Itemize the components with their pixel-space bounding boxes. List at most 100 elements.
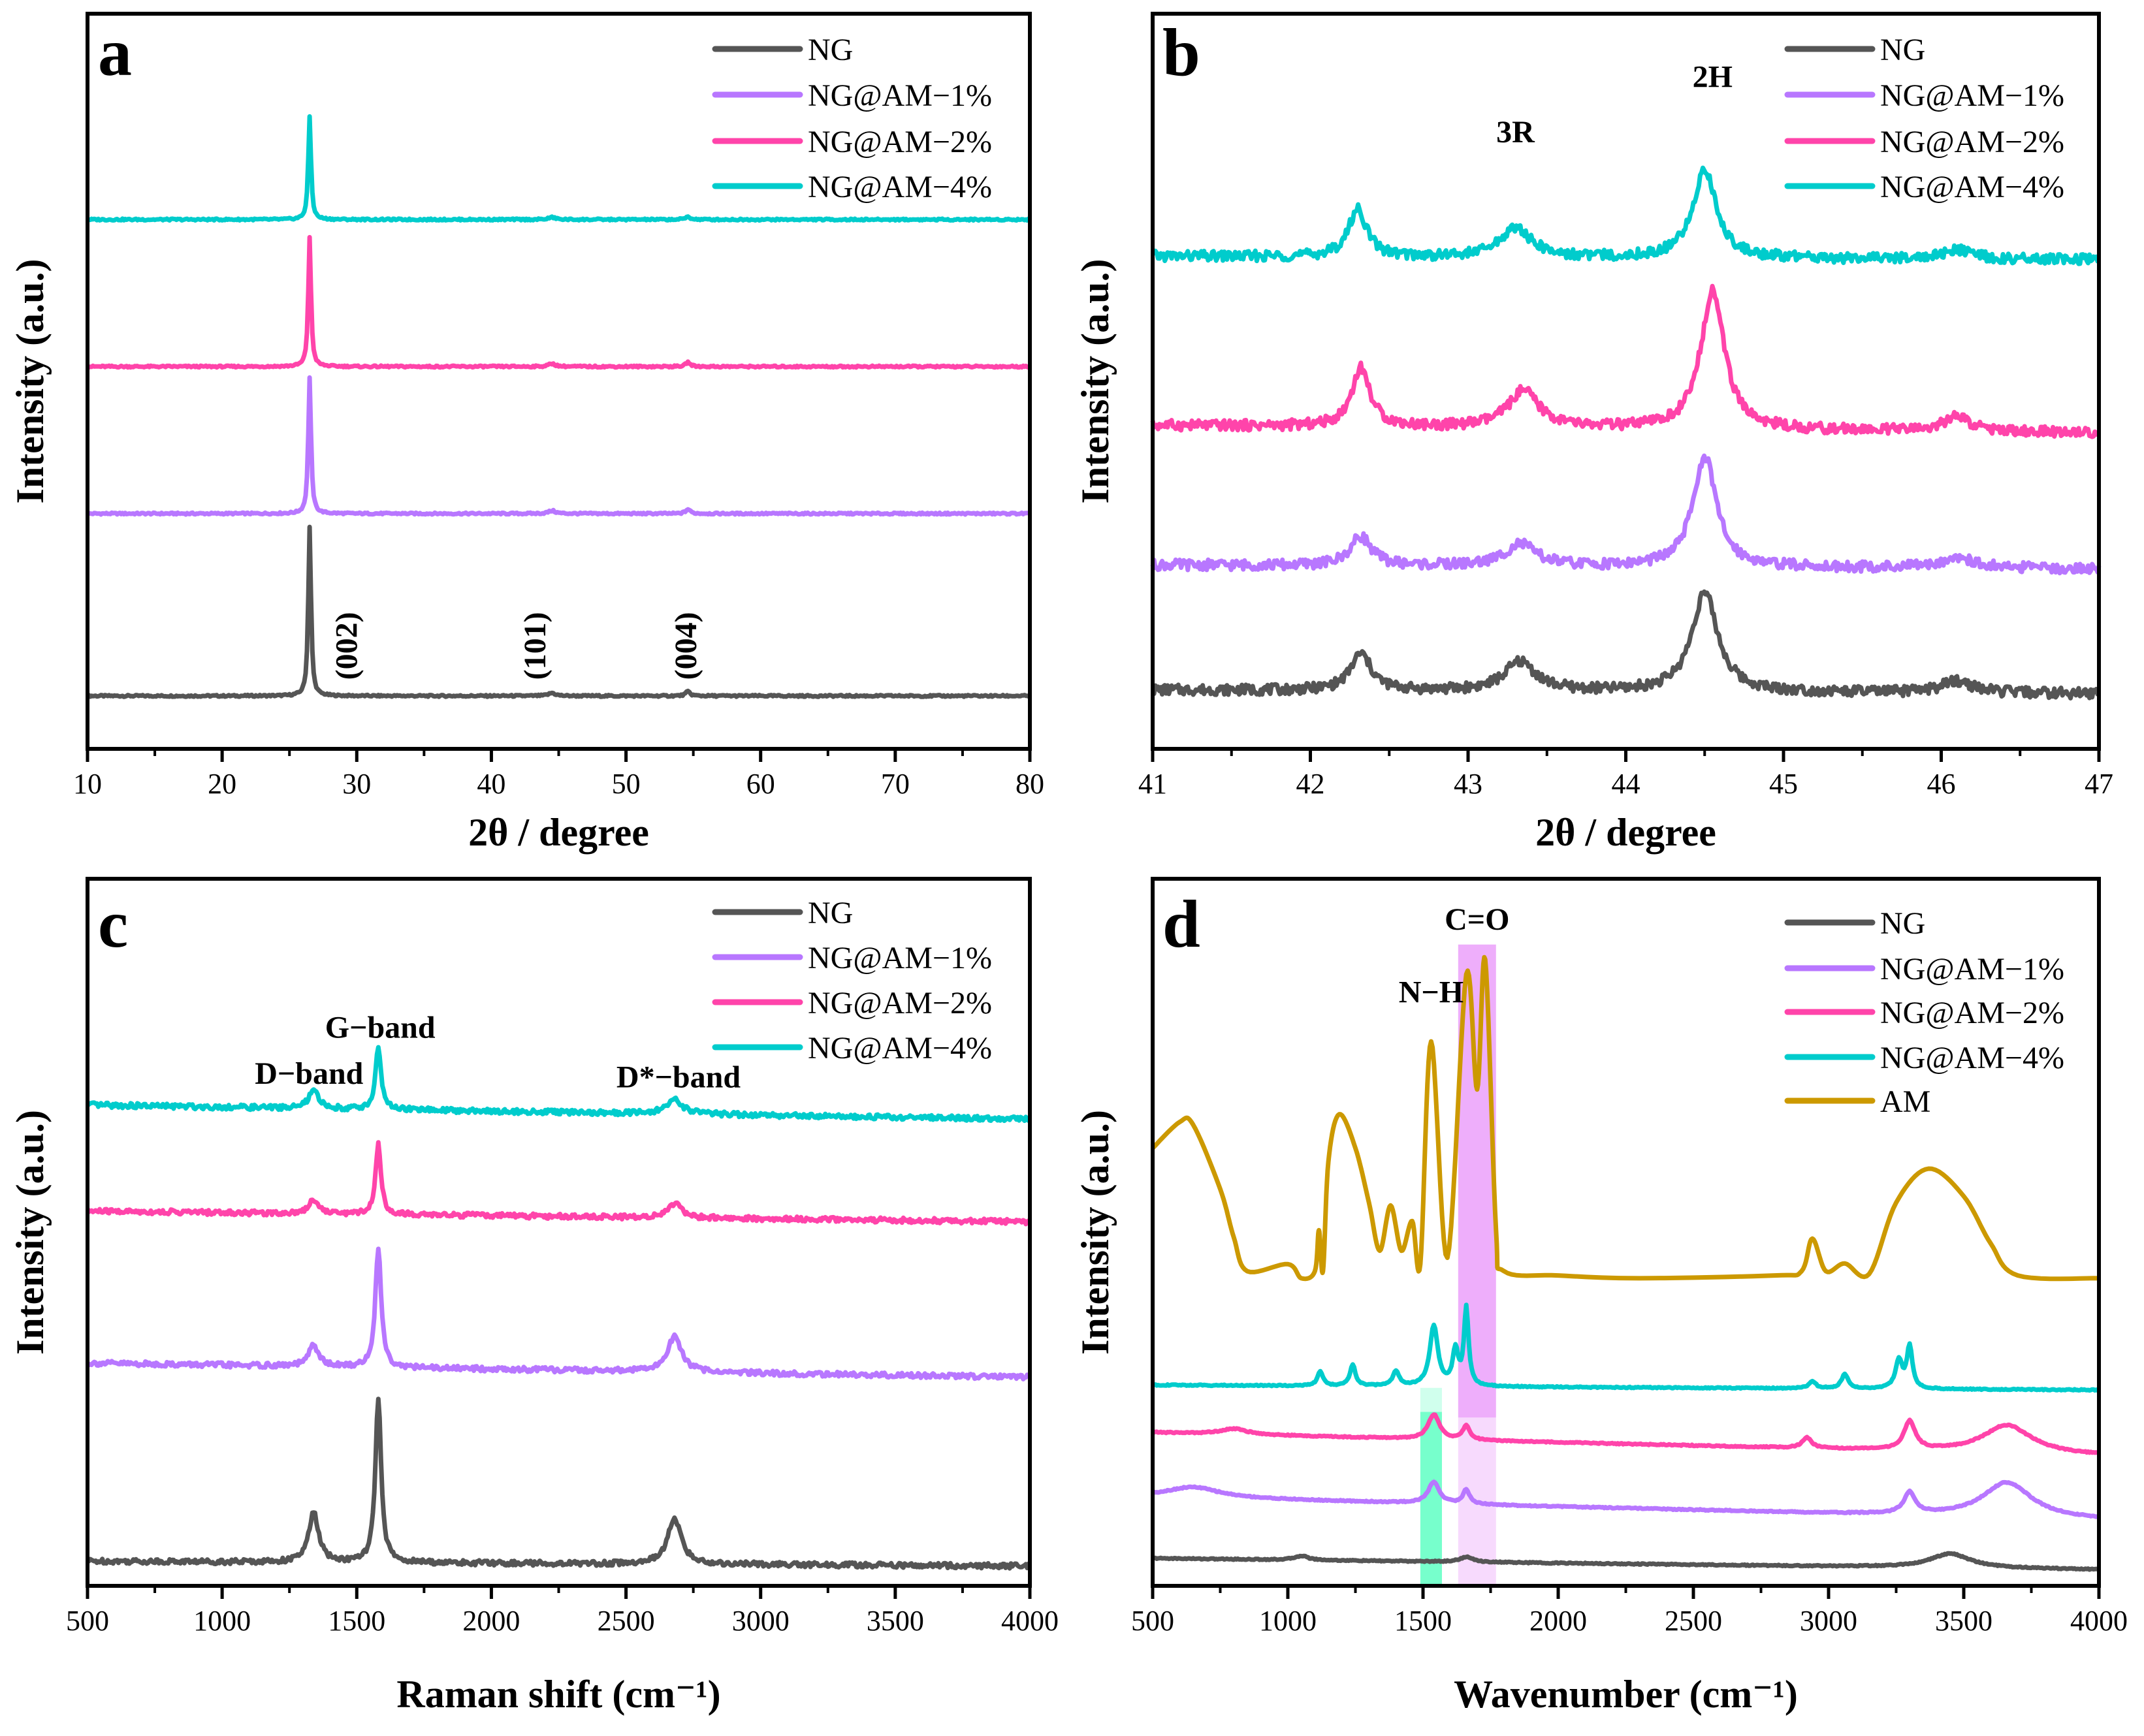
x-tick-label: 30	[342, 768, 371, 800]
legend-label: NG@AM−1%	[808, 78, 992, 113]
annotation-label: (101)	[518, 612, 552, 680]
legend-label: NG@AM−1%	[1880, 78, 2064, 113]
series-line-ngam-4	[1151, 165, 2100, 266]
x-tick-label: 3000	[1800, 1605, 1857, 1637]
series-line-ngam-4	[86, 114, 1032, 223]
series-line-ngam-2	[1150, 283, 2101, 439]
legend-label: AM	[1880, 1084, 1930, 1119]
legend-label: NG	[1880, 33, 1925, 67]
annotation-label: 3R	[1496, 115, 1535, 150]
annotation-label: C=O	[1445, 902, 1509, 937]
x-tick-label: 4000	[1001, 1605, 1059, 1637]
legend-label: NG@AM−2%	[1880, 996, 2064, 1030]
annotation-label: N−H	[1399, 975, 1464, 1010]
legend-label: NG@AM−2%	[1880, 125, 2064, 159]
x-axis-title: 2θ / degree	[468, 811, 649, 854]
x-tick-label: 1000	[193, 1605, 251, 1637]
annotation-label: G−band	[325, 1011, 436, 1045]
series-line-ngam-2	[86, 234, 1031, 370]
x-tick-label: 1500	[328, 1605, 385, 1637]
legend-label: NG@AM−4%	[808, 1031, 992, 1065]
x-axis-title: 2θ / degree	[1535, 811, 1716, 854]
x-tick-label: 1000	[1259, 1605, 1317, 1637]
x-tick-label: 41	[1138, 768, 1167, 800]
chart-panel-c: 500 1000 1500 2000 2500 3000 3500 4000 Raman shi…	[8, 877, 1059, 1716]
x-tick-label: 80	[1016, 768, 1044, 800]
series-line-ngam-4	[1151, 1302, 2100, 1393]
legend-label: NG	[808, 896, 853, 930]
legend-label: NG@AM−4%	[1880, 170, 2064, 204]
series-line-ngam-2	[85, 1140, 1031, 1227]
series-line-ngam-2	[1151, 1412, 2100, 1456]
annotation-label: (002)	[329, 612, 364, 680]
series-line-ngam-1	[85, 1246, 1032, 1381]
x-tick-label: 2500	[1665, 1605, 1722, 1637]
annotation-label: D−band	[255, 1056, 363, 1091]
annotation-label: D*−band	[616, 1060, 741, 1094]
x-tick-label: 47	[2085, 768, 2113, 800]
legend-label: NG@AM−4%	[808, 170, 992, 204]
x-tick-label: 20	[208, 768, 236, 800]
x-tick-label: 60	[746, 768, 775, 800]
x-tick-label: 40	[477, 768, 505, 800]
plot-frame	[86, 12, 1032, 751]
x-tick-label: 46	[1927, 768, 1956, 800]
x-tick-label: 2000	[1529, 1605, 1587, 1637]
x-tick-label: 50	[612, 768, 641, 800]
series-line-ng	[1151, 589, 2101, 701]
legend-label: NG	[808, 33, 853, 67]
x-tick-label: 2000	[462, 1605, 520, 1637]
series-line-ng	[1151, 1551, 2100, 1572]
y-axis-title: Intensity (a.u.)	[1074, 259, 1117, 503]
x-tick-label: 1500	[1394, 1605, 1452, 1637]
x-axis-title: Wavenumber (cm⁻¹)	[1454, 1673, 1798, 1716]
x-tick-label: 3000	[732, 1605, 790, 1637]
y-axis-title: Intensity (a.u.)	[8, 259, 52, 503]
x-tick-label: 2500	[598, 1605, 655, 1637]
x-tick-label: 3500	[867, 1605, 924, 1637]
series-line-ngam-1	[1151, 1479, 2100, 1519]
legend-label: NG@AM−1%	[1880, 952, 2064, 986]
legend: NG NG@AM−1% NG@AM−2% NG@AM−4%	[712, 33, 992, 204]
legend-label: NG	[1880, 906, 1925, 941]
chart-panel-b: 41 42 43 44 45 46 47 2θ / degree Intensity (a.u.…	[1074, 12, 2113, 854]
panel-letter: a	[98, 15, 132, 90]
x-tick-label: 43	[1454, 768, 1482, 800]
plot-frame	[1151, 12, 2101, 751]
y-axis-title: Intensity (a.u.)	[8, 1110, 52, 1355]
legend-label: NG@AM−4%	[1880, 1041, 2064, 1075]
x-tick-label: 500	[66, 1605, 109, 1637]
y-axis-title: Intensity (a.u.)	[1074, 1110, 1117, 1355]
x-tick-label: 10	[73, 768, 102, 800]
series-line-ngam-1	[1150, 453, 2102, 576]
series-line-ngam-1	[86, 375, 1031, 517]
band-n-h-upper	[1420, 1387, 1442, 1412]
x-tick-label: 500	[1131, 1605, 1174, 1637]
x-tick-label: 44	[1612, 768, 1640, 800]
series-line-ng	[86, 1397, 1031, 1571]
panel-letter: c	[98, 887, 128, 962]
series-line-am	[1151, 955, 2100, 1282]
series-line-ng	[86, 524, 1032, 699]
x-axis-title: Raman shift (cm⁻¹)	[396, 1673, 720, 1716]
x-tick-label: 42	[1296, 768, 1325, 800]
legend-label: NG@AM−1%	[808, 941, 992, 975]
panel-letter: d	[1162, 887, 1200, 962]
legend: NG NG@AM−1% NG@AM−2% NG@AM−4%	[1784, 33, 2064, 204]
plot-frame	[86, 877, 1032, 1588]
legend: NG NG@AM−1% NG@AM−2% NG@AM−4% AM	[1784, 906, 2064, 1119]
panel-letter: b	[1162, 15, 1200, 90]
chart-panel-a: 10 20 30 40 50 60 70 80 2θ / degree Intensity (a.…	[8, 12, 1044, 854]
x-tick-label: 45	[1769, 768, 1798, 800]
annotation-label: (004)	[669, 612, 703, 680]
x-tick-label: 3500	[1935, 1605, 1992, 1637]
x-tick-label: 4000	[2070, 1605, 2128, 1637]
series-line-ngam-4	[86, 1045, 1031, 1124]
legend: NG NG@AM−1% NG@AM−2% NG@AM−4%	[712, 896, 992, 1065]
chart-panel-d: 500 1000 1500 2000 2500 3000 3500 4000 Wavenumbe…	[1074, 877, 2128, 1716]
legend-label: NG@AM−2%	[808, 986, 992, 1020]
legend-label: NG@AM−2%	[808, 125, 992, 159]
annotation-label: 2H	[1693, 60, 1733, 95]
x-tick-label: 70	[881, 768, 910, 800]
